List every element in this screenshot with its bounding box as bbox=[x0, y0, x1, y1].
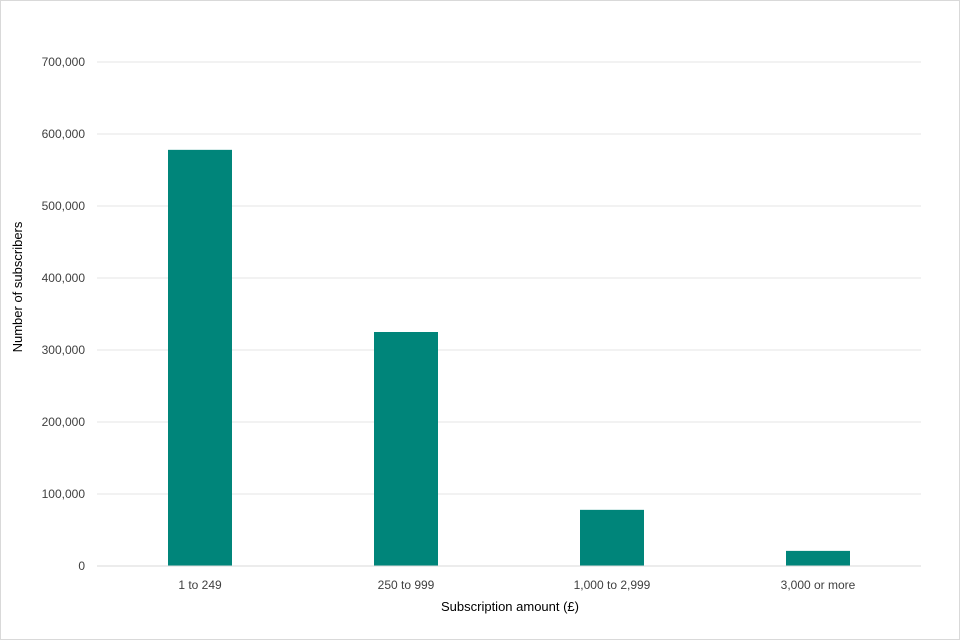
bars bbox=[168, 149, 850, 566]
bar bbox=[580, 509, 644, 566]
y-tick-label: 200,000 bbox=[42, 415, 86, 429]
y-tick-label: 0 bbox=[78, 559, 85, 573]
bar bbox=[786, 550, 850, 566]
x-tick-label: 1,000 to 2,999 bbox=[574, 578, 651, 592]
x-axis-title: Subscription amount (£) bbox=[441, 599, 579, 614]
x-tick-label: 250 to 999 bbox=[378, 578, 435, 592]
y-tick-label: 300,000 bbox=[42, 343, 86, 357]
gridlines bbox=[97, 61, 921, 495]
y-tick-label: 700,000 bbox=[42, 55, 86, 69]
y-tick-label: 600,000 bbox=[42, 127, 86, 141]
y-tick-label: 400,000 bbox=[42, 271, 86, 285]
x-tick-label: 3,000 or more bbox=[781, 578, 856, 592]
bar bbox=[374, 332, 438, 566]
x-tick-label: 1 to 249 bbox=[178, 578, 222, 592]
y-tick-label: 500,000 bbox=[42, 199, 86, 213]
tick-labels: 0 100,000 200,000 300,000 400,000 500,000 600,… bbox=[42, 55, 856, 592]
y-tick-label: 100,000 bbox=[42, 487, 86, 501]
bar bbox=[168, 149, 232, 566]
y-axis-title: Number of subscribers bbox=[10, 221, 25, 352]
